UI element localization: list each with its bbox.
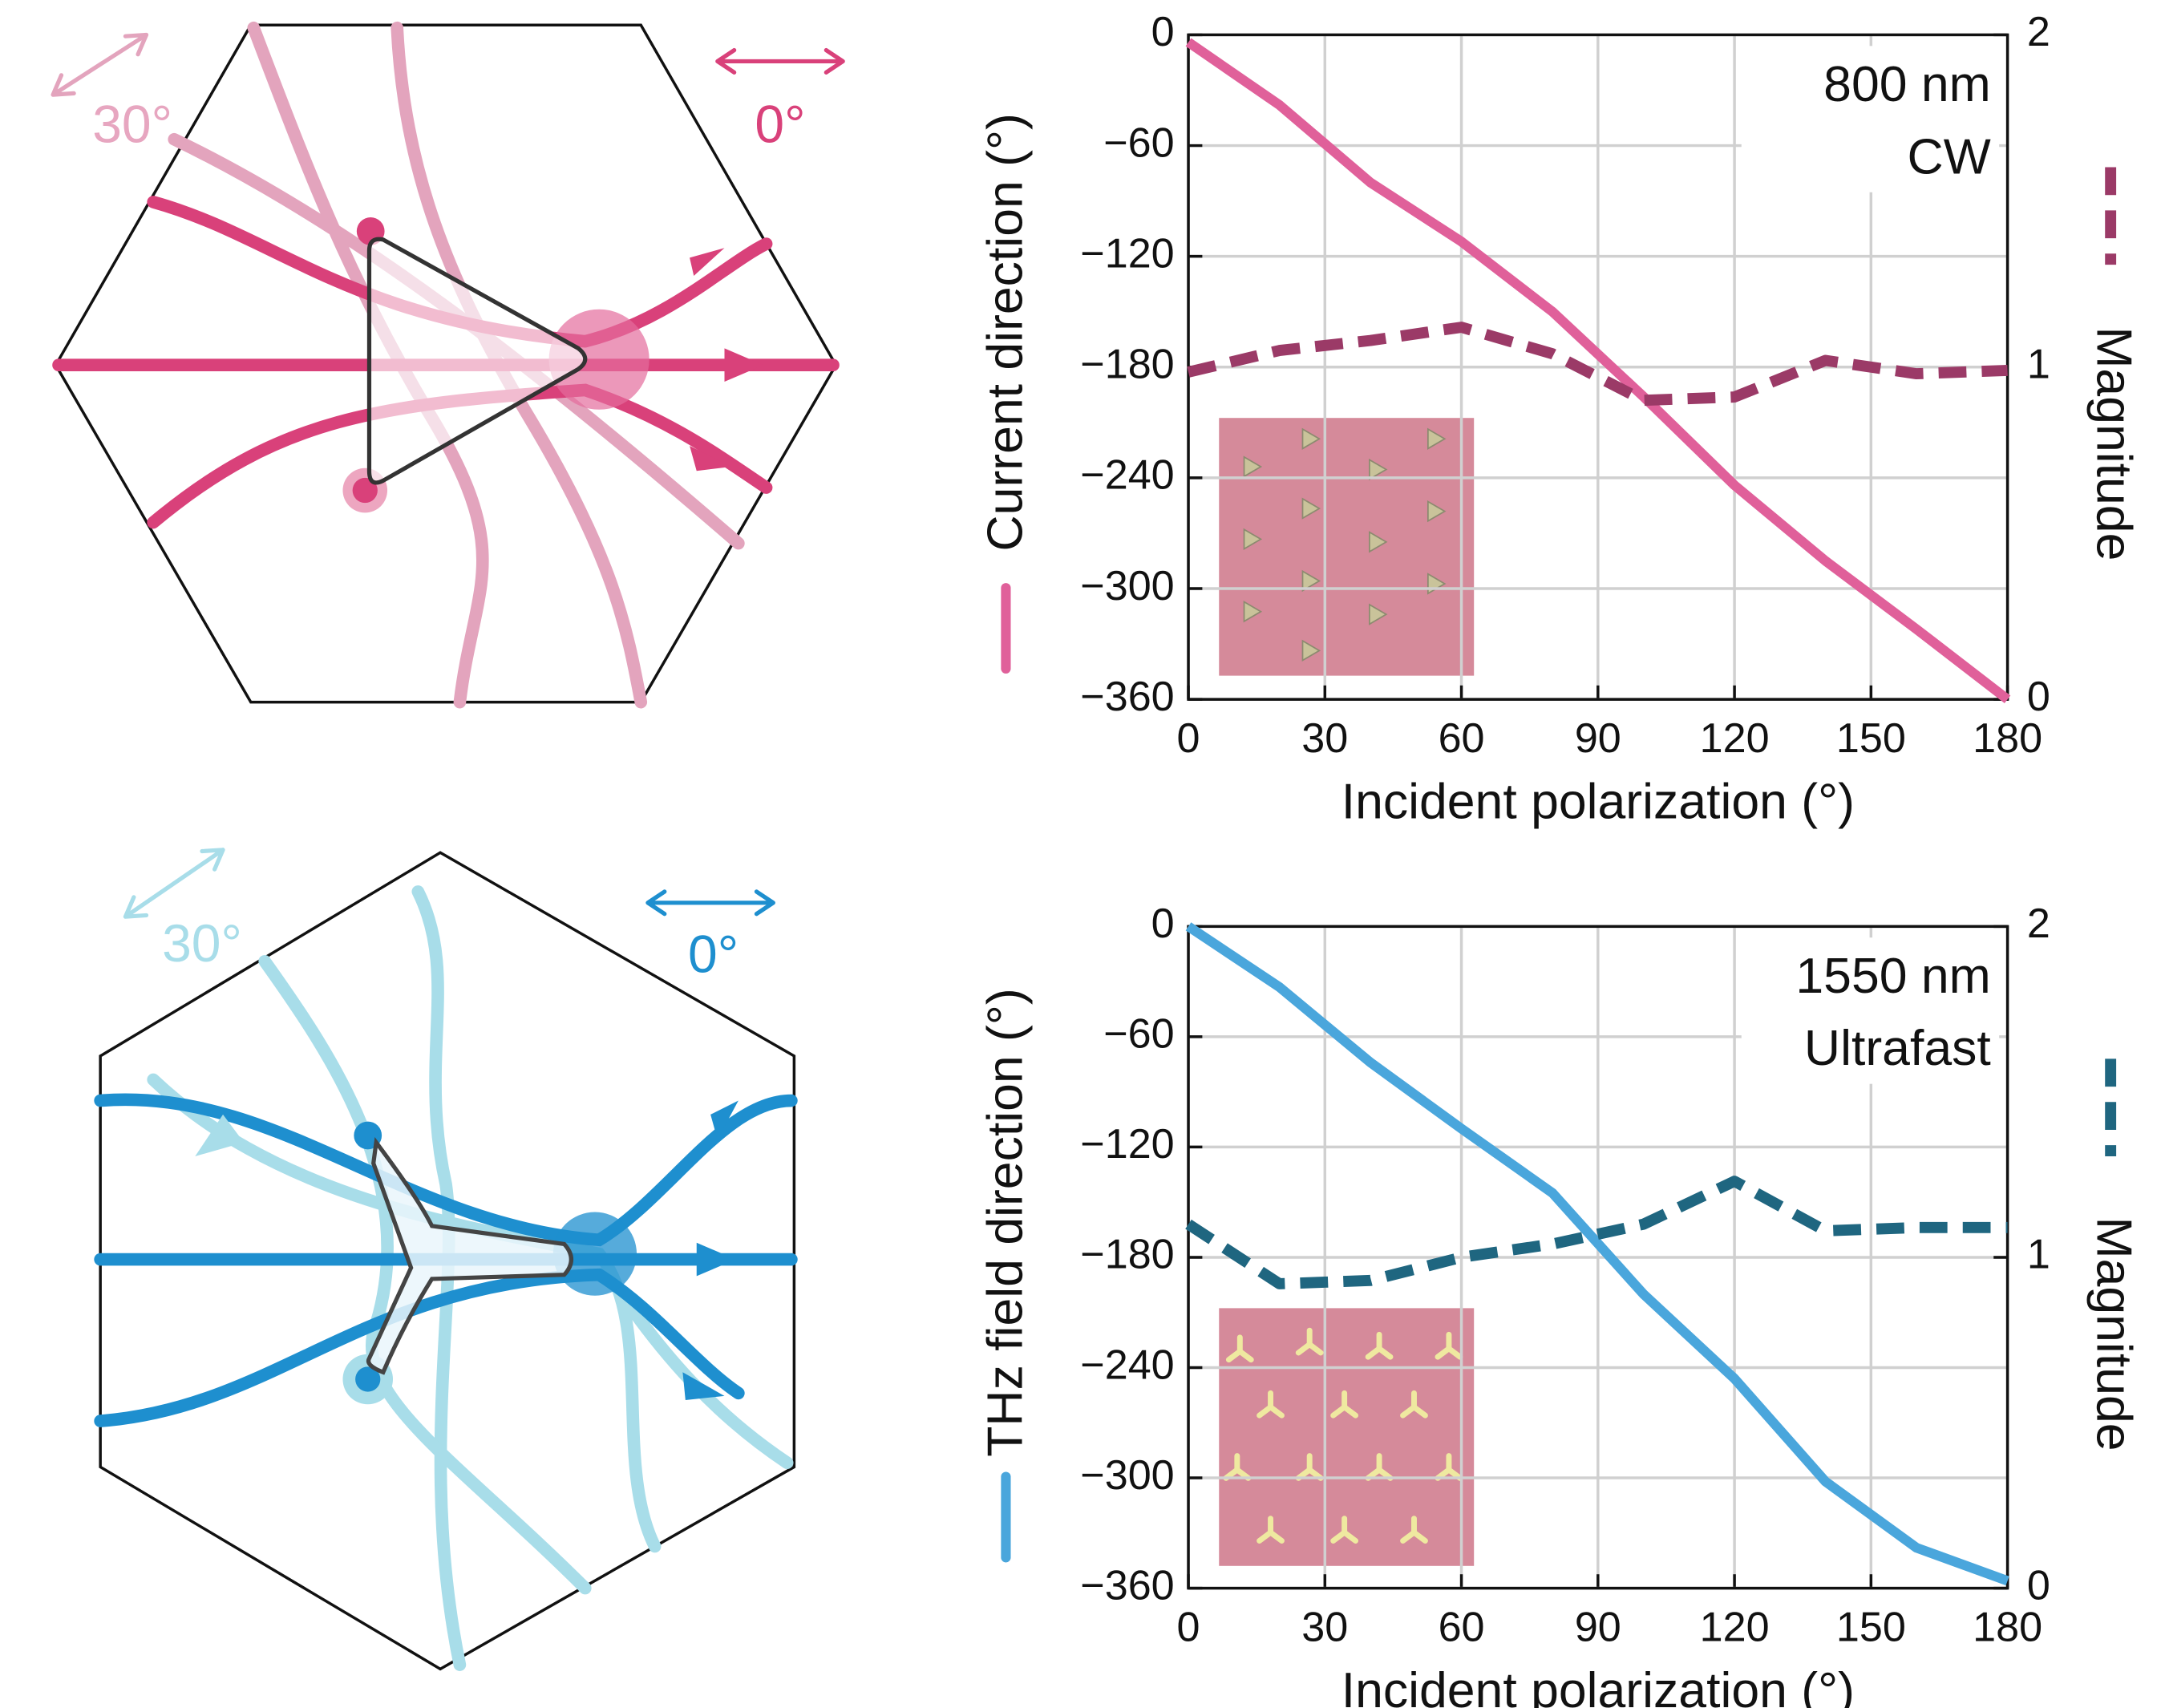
y2-tick-label: 2	[2027, 901, 2050, 947]
y2-tick-label: 0	[2027, 1562, 2050, 1609]
diagram-triangle	[51, 21, 845, 709]
x-tick-label: 90	[1575, 1604, 1621, 1650]
x-tick-label: 120	[1700, 1604, 1770, 1650]
y-tick-label: 0	[1151, 9, 1175, 55]
annotation: 800 nm	[1823, 56, 1991, 112]
annotation-bg	[1741, 937, 2000, 1084]
annotation: Ultrafast	[1804, 1020, 1991, 1076]
x-tick-label: 120	[1700, 715, 1770, 762]
x-tick-label: 150	[1836, 1604, 1906, 1650]
y-tick-label: −120	[1080, 230, 1174, 277]
y-tick-label: −60	[1103, 119, 1174, 166]
polarization-label: 30°	[92, 94, 172, 153]
y-tick-label: −60	[1103, 1011, 1174, 1058]
polarization-label: 0°	[755, 94, 805, 153]
diagram-tripod	[94, 848, 798, 1671]
y-tick-label: −180	[1080, 342, 1174, 388]
x-tick-label: 0	[1177, 1604, 1200, 1650]
y2-axis-label: Magnitude	[2086, 326, 2143, 561]
x-tick-label: 30	[1301, 1604, 1348, 1650]
x-tick-label: 60	[1439, 715, 1485, 762]
y-tick-label: −120	[1080, 1121, 1174, 1168]
y2-tick-label: 0	[2027, 674, 2050, 720]
y2-tick-label: 1	[2027, 1232, 2050, 1278]
x-axis-label: Incident polarization (°)	[1341, 1662, 1855, 1708]
x-tick-label: 60	[1439, 1604, 1485, 1650]
annotation: CW	[1908, 128, 1991, 184]
y2-axis-label: Magnitude	[2086, 1217, 2143, 1451]
inset-image	[1219, 418, 1475, 1566]
magnitude-line	[1187, 322, 2008, 407]
x-tick-label: 90	[1575, 715, 1621, 762]
annotation-bg	[1741, 46, 2000, 192]
polarization-label: 30°	[162, 913, 242, 973]
x-tick-label: 150	[1836, 715, 1906, 762]
x-tick-label: 180	[1973, 715, 2042, 762]
y-axis-label: THz field direction (°)	[977, 988, 1033, 1456]
y-axis-label: Current direction (°)	[977, 113, 1033, 551]
direction-line	[1185, 922, 2009, 1586]
y-tick-label: −240	[1080, 452, 1174, 499]
x-axis-label: Incident polarization (°)	[1341, 774, 1855, 830]
x-tick-label: 0	[1177, 715, 1200, 762]
y-tick-label: −300	[1080, 1452, 1174, 1499]
magnitude-line	[1185, 1176, 2008, 1289]
y2-tick-label: 1	[2027, 342, 2050, 388]
plot-frame	[1187, 925, 2009, 1590]
y-tick-label: −360	[1080, 1562, 1174, 1609]
x-tick-label: 180	[1973, 1604, 2042, 1650]
y2-tick-label: 2	[2027, 9, 2050, 55]
x-tick-label: 30	[1301, 715, 1348, 762]
y-tick-label: −180	[1080, 1232, 1174, 1278]
y-tick-label: −300	[1080, 563, 1174, 609]
y-tick-label: −360	[1080, 674, 1174, 720]
annotation: 1550 nm	[1795, 948, 1990, 1004]
y-tick-label: 0	[1151, 901, 1175, 947]
direction-line	[1185, 38, 2011, 703]
y-tick-label: −240	[1080, 1342, 1174, 1388]
polarization-label: 0°	[688, 925, 739, 984]
